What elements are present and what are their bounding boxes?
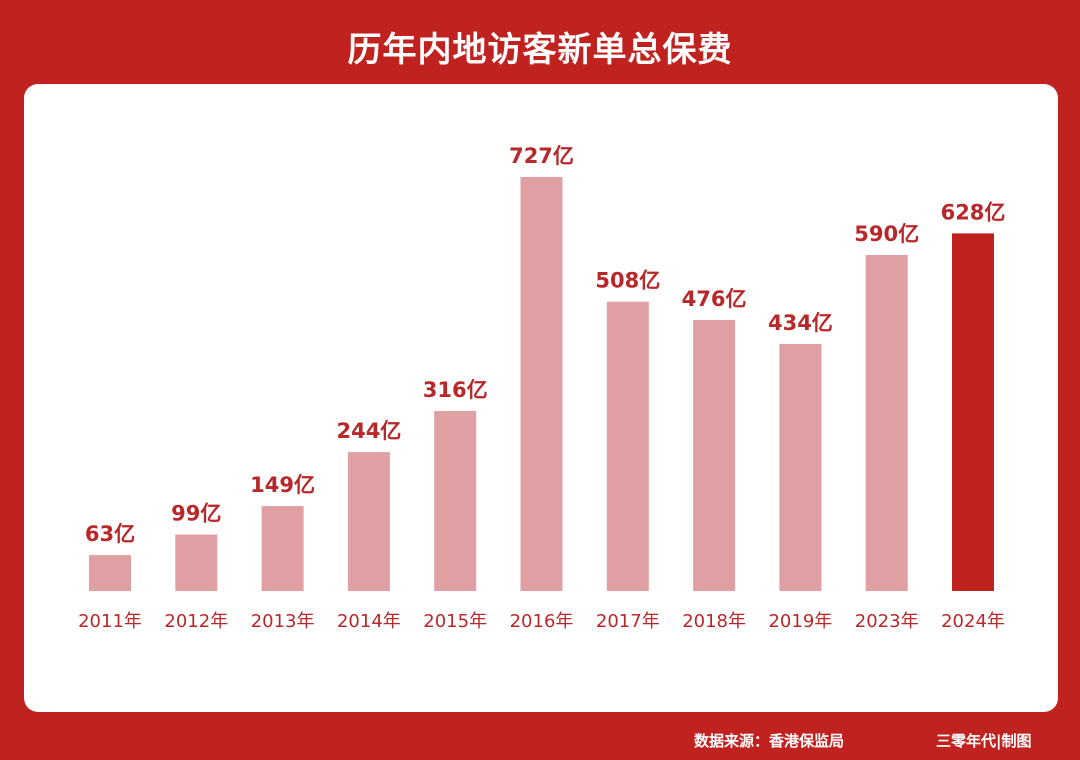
x-tick-label-2016年: 2016年 <box>510 611 574 632</box>
data-label-2011年: 63亿 <box>85 522 135 546</box>
data-label-2016年: 727亿 <box>509 144 574 168</box>
bar-2015年 <box>434 411 477 591</box>
x-tick-label-2013年: 2013年 <box>251 611 315 632</box>
bar-2019年 <box>779 343 822 591</box>
data-label-2014年: 244亿 <box>336 419 401 443</box>
data-label-2013年: 149亿 <box>250 473 315 497</box>
data-label-2018年: 476亿 <box>682 287 747 311</box>
chart-panel: 63亿 2011年 99亿 2012年 149亿 2013年 244亿 2014年 316亿 20… <box>24 84 1058 712</box>
bar-2012年 <box>175 534 218 591</box>
bar-2013年 <box>261 506 304 591</box>
x-tick-label-2015年: 2015年 <box>423 611 487 632</box>
data-label-2023年: 590亿 <box>854 222 919 246</box>
bar-2018年 <box>693 319 736 591</box>
bar-2016年 <box>520 177 563 591</box>
bar-2024年 <box>952 233 994 591</box>
bar-2023年 <box>865 255 908 591</box>
x-tick-label-2024年: 2024年 <box>941 611 1005 632</box>
x-tick-label-2023年: 2023年 <box>855 611 919 632</box>
x-tick-label-2011年: 2011年 <box>78 611 142 632</box>
page-title: 历年内地访客新单总保费 <box>347 30 733 70</box>
data-label-2017年: 508亿 <box>595 269 660 293</box>
x-tick-label-2014年: 2014年 <box>337 611 401 632</box>
x-tick-label-2019年: 2019年 <box>768 611 832 632</box>
bar-2014年 <box>347 452 390 591</box>
data-label-2012年: 99亿 <box>171 502 221 526</box>
x-tick-label-2018年: 2018年 <box>682 611 746 632</box>
x-tick-label-2012年: 2012年 <box>164 611 228 632</box>
data-source-note: 数据来源：香港保监局 <box>694 732 845 750</box>
bar-2017年 <box>606 301 649 591</box>
data-label-2015年: 316亿 <box>423 378 488 402</box>
data-label-2019年: 434亿 <box>768 311 833 335</box>
chart-credit: 三零年代|制图 <box>936 732 1032 750</box>
bar-2011年 <box>89 555 131 591</box>
x-tick-label-2017年: 2017年 <box>596 611 660 632</box>
data-label-2024年: 628亿 <box>941 200 1006 224</box>
bar-chart: 63亿 2011年 99亿 2012年 149亿 2013年 244亿 2014年 316亿 20… <box>78 144 1006 632</box>
